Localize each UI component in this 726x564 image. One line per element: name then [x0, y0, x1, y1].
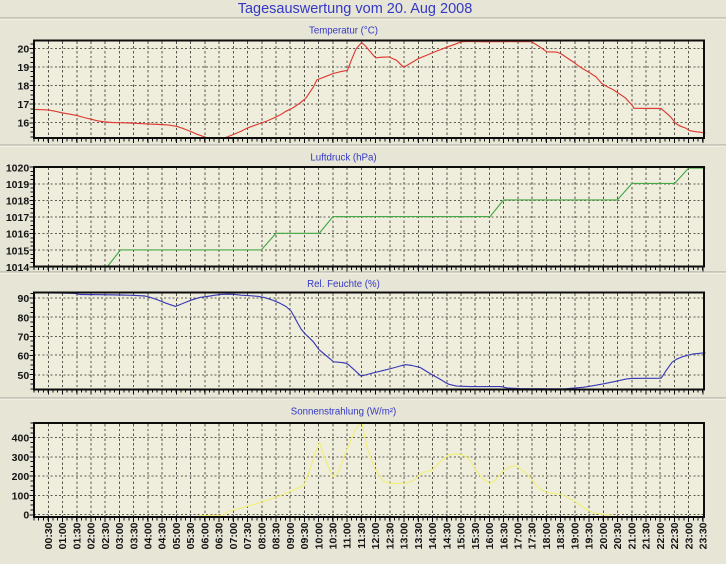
svg-text:05:30: 05:30: [185, 522, 197, 549]
svg-text:100: 100: [12, 491, 30, 503]
svg-text:1014: 1014: [6, 262, 30, 274]
svg-text:0: 0: [23, 510, 29, 522]
svg-text:Luftdruck (hPa): Luftdruck (hPa): [310, 153, 376, 164]
svg-text:03:00: 03:00: [114, 522, 126, 549]
svg-text:300: 300: [12, 452, 30, 464]
svg-text:16:30: 16:30: [498, 522, 510, 549]
svg-text:23:30: 23:30: [698, 522, 710, 549]
svg-text:1018: 1018: [6, 196, 30, 208]
svg-text:14:30: 14:30: [441, 522, 453, 549]
svg-text:20:30: 20:30: [612, 522, 624, 549]
svg-text:06:30: 06:30: [214, 522, 226, 549]
svg-text:02:00: 02:00: [86, 522, 98, 549]
svg-text:12:00: 12:00: [370, 522, 382, 549]
svg-text:19:30: 19:30: [584, 522, 596, 549]
svg-text:00:30: 00:30: [43, 522, 55, 549]
svg-text:13:30: 13:30: [413, 522, 425, 549]
svg-text:1020: 1020: [6, 162, 30, 174]
svg-text:21:30: 21:30: [641, 522, 653, 549]
svg-text:07:30: 07:30: [242, 522, 254, 549]
svg-text:1016: 1016: [6, 229, 30, 241]
svg-text:23:00: 23:00: [683, 522, 695, 549]
svg-text:15:00: 15:00: [456, 522, 468, 549]
svg-text:15:30: 15:30: [470, 522, 482, 549]
svg-text:19: 19: [18, 62, 30, 74]
svg-text:03:30: 03:30: [128, 522, 140, 549]
svg-text:04:30: 04:30: [157, 522, 169, 549]
svg-text:18:30: 18:30: [555, 522, 567, 549]
svg-text:60: 60: [18, 350, 30, 362]
svg-text:14:00: 14:00: [427, 522, 439, 549]
svg-text:18: 18: [18, 81, 30, 93]
svg-text:22:00: 22:00: [655, 522, 667, 549]
svg-text:05:00: 05:00: [171, 522, 183, 549]
svg-text:200: 200: [12, 471, 30, 483]
svg-text:10:30: 10:30: [328, 522, 340, 549]
svg-text:09:30: 09:30: [299, 522, 311, 549]
svg-text:400: 400: [12, 433, 30, 445]
svg-text:01:00: 01:00: [57, 522, 69, 549]
svg-text:Tagesauswertung vom 20. Aug 20: Tagesauswertung vom 20. Aug 2008: [238, 1, 473, 17]
svg-text:04:00: 04:00: [143, 522, 155, 549]
svg-text:01:30: 01:30: [71, 522, 83, 549]
svg-text:10:00: 10:00: [313, 522, 325, 549]
svg-text:07:00: 07:00: [228, 522, 240, 549]
svg-text:09:00: 09:00: [285, 522, 297, 549]
svg-text:1015: 1015: [6, 245, 30, 257]
svg-text:1019: 1019: [6, 179, 30, 191]
svg-text:02:30: 02:30: [100, 522, 112, 549]
svg-text:18:00: 18:00: [541, 522, 553, 549]
svg-text:08:30: 08:30: [271, 522, 283, 549]
svg-text:06:00: 06:00: [199, 522, 211, 549]
svg-text:16: 16: [18, 118, 30, 130]
svg-text:22:30: 22:30: [669, 522, 681, 549]
svg-text:17: 17: [18, 99, 30, 111]
svg-text:Sonnenstrahlung (W/m²): Sonnenstrahlung (W/m²): [291, 407, 397, 418]
svg-text:70: 70: [18, 332, 30, 344]
svg-text:16:00: 16:00: [484, 522, 496, 549]
svg-text:13:00: 13:00: [399, 522, 411, 549]
svg-text:80: 80: [18, 312, 30, 324]
svg-text:50: 50: [18, 370, 30, 382]
svg-text:17:30: 17:30: [527, 522, 539, 549]
svg-text:20: 20: [18, 44, 30, 56]
svg-text:90: 90: [18, 293, 30, 305]
svg-text:20:00: 20:00: [598, 522, 610, 549]
svg-text:21:00: 21:00: [626, 522, 638, 549]
svg-text:1017: 1017: [6, 212, 30, 224]
svg-text:Rel. Feuchte (%): Rel. Feuchte (%): [307, 279, 380, 290]
svg-text:19:00: 19:00: [569, 522, 581, 549]
svg-text:08:00: 08:00: [256, 522, 268, 549]
svg-text:17:00: 17:00: [513, 522, 525, 549]
svg-text:11:30: 11:30: [356, 522, 368, 548]
svg-text:11:00: 11:00: [342, 522, 354, 548]
svg-text:Temperatur (°C): Temperatur (°C): [309, 26, 378, 37]
svg-text:12:30: 12:30: [384, 522, 396, 549]
